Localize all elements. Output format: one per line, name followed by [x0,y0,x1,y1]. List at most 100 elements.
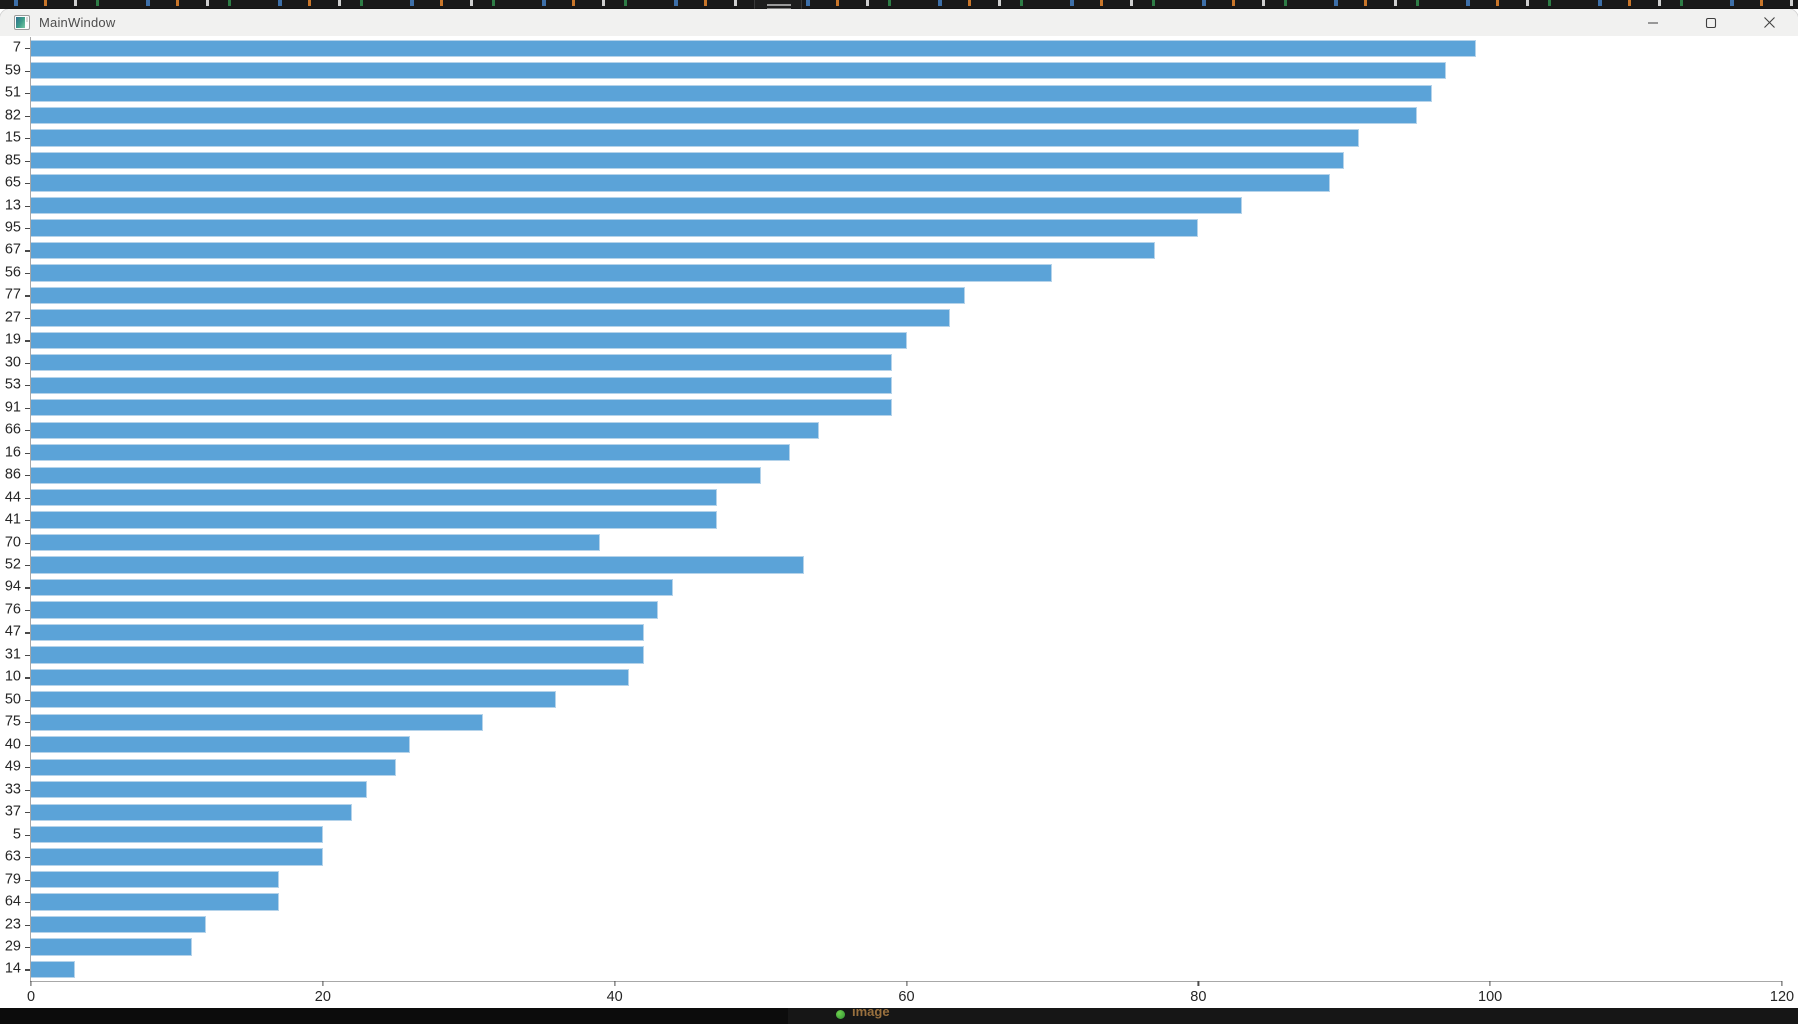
y-tick-label: 85 [4,152,21,169]
x-tick-label: 0 [26,989,36,1005]
bar [31,151,1345,170]
y-tick-label: 15 [4,129,21,146]
bar-row: 70 [5,531,1782,553]
main-window: MainWindow [0,9,1798,1024]
bar-row: 37 [5,801,1782,823]
bar-row: 10 [5,666,1782,688]
y-tick-label: 29 [4,938,21,955]
y-tick-label: 23 [4,916,21,933]
bar-row: 79 [5,868,1782,890]
bar-row: 30 [5,352,1782,374]
y-tick-label: 5 [12,826,21,843]
y-tick-label: 65 [4,174,21,191]
x-tick-mark [30,981,32,986]
y-tick-label: 53 [4,376,21,393]
y-tick-label: 66 [4,421,21,438]
bar-row: 53 [5,374,1782,396]
bar-row: 33 [5,778,1782,800]
y-tick-label: 52 [4,556,21,573]
y-tick-label: 94 [4,579,21,596]
y-tick-label: 64 [4,893,21,910]
x-tick-mark [614,981,616,986]
bar-row: 67 [5,239,1782,261]
y-tick-label: 67 [4,242,21,259]
bar-row: 5 [13,823,1782,845]
y-tick-label: 63 [4,848,21,865]
x-tick-label: 20 [314,989,331,1005]
plot-area: 7 59 51 82 15 85 65 13 95 67 56 77 27 19 30 53 91 66 16 86 4… [5,37,1794,1005]
bar-row: 82 [5,104,1782,126]
bar-row: 77 [5,284,1782,306]
y-tick-label: 13 [4,197,21,214]
minimize-button[interactable] [1624,9,1682,36]
close-button[interactable] [1740,9,1798,36]
titlebar: MainWindow [0,9,1798,36]
bar-row: 51 [5,82,1782,104]
x-tick-mark [322,981,324,986]
bar [31,646,644,664]
background-browser-strip [0,0,1798,9]
close-icon [1763,17,1775,28]
bar-row: 76 [5,599,1782,621]
y-tick-label: 51 [4,84,21,101]
y-tick-label: 7 [12,39,21,56]
x-tick-label: 100 [1478,989,1503,1005]
taskbar-text: image [852,1008,890,1019]
maximize-icon [1705,17,1717,28]
bar [31,713,484,731]
bar [31,241,1155,260]
x-tick-label: 80 [1190,989,1207,1005]
bar-row: 95 [5,217,1782,239]
bar [31,444,790,462]
bar [31,264,1053,282]
y-tick-label: 75 [4,713,21,730]
bar [31,578,674,597]
bar [31,399,892,417]
minimize-icon [1648,21,1658,24]
y-tick-label: 44 [4,489,21,506]
x-tick-label: 120 [1769,989,1795,1005]
maximize-button[interactable] [1682,9,1740,36]
bar [31,466,761,484]
x-tick-mark [905,981,908,986]
y-tick-label: 70 [4,534,21,551]
bar [31,84,1432,102]
y-tick-label: 37 [4,803,21,820]
y-tick-label: 16 [4,444,21,461]
bar-row: 50 [5,689,1782,711]
x-tick-label: 60 [898,989,915,1005]
bar [31,848,323,866]
y-tick-label: 14 [4,961,21,978]
bar [31,668,630,686]
bar-row: 31 [5,644,1782,666]
bar-row: 75 [5,711,1782,733]
y-tick-label: 59 [4,62,21,79]
bar-row: 66 [5,419,1782,441]
x-tick-mark [1781,981,1783,986]
bar-row: 41 [5,509,1782,531]
x-tick-label: 40 [606,989,623,1005]
x-tick-mark [1489,981,1491,986]
y-tick-label: 56 [4,264,21,281]
y-tick-label: 77 [4,287,21,304]
bar [31,488,717,507]
bar-row: 29 [5,936,1782,958]
bar [31,691,557,709]
bar [31,533,601,552]
y-tick-label: 27 [4,309,21,326]
caption-buttons [1624,9,1798,36]
bar [31,62,1447,80]
y-tick-label: 91 [4,399,21,416]
bar-row: 23 [5,913,1782,935]
bar-row: 85 [5,149,1782,171]
bar-row: 65 [5,172,1782,194]
bar [31,376,892,394]
bar [31,601,659,619]
bar-row: 56 [5,262,1782,284]
bar [31,129,1359,147]
bar [31,174,1330,192]
bar [31,938,192,956]
bar [31,826,323,844]
y-tick-label: 47 [4,624,21,641]
